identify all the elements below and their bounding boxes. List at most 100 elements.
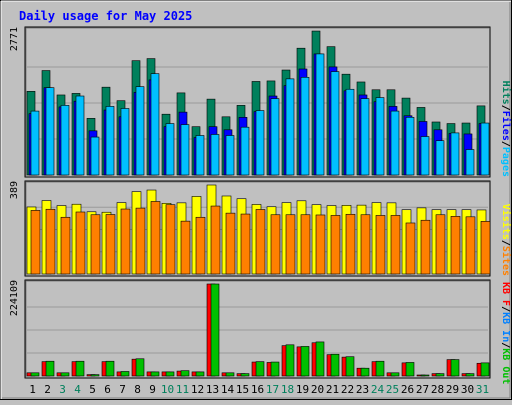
bar-sites-day-26 — [405, 222, 416, 275]
x-tick-day-25: 25 — [386, 383, 399, 396]
bar-kb-out-day-23 — [360, 367, 370, 377]
bar-sites-day-30 — [465, 216, 476, 275]
bar-kb-out-day-22 — [345, 356, 355, 377]
bar-kb-out-day-3 — [60, 372, 70, 377]
legend-visits: Visits — [500, 204, 512, 240]
x-tick-day-7: 7 — [119, 383, 126, 396]
series-pages — [30, 53, 490, 176]
bar-kb-out-day-7 — [120, 371, 130, 377]
x-tick-day-8: 8 — [134, 383, 141, 396]
bar-pages-day-27 — [420, 136, 430, 176]
bar-pages-day-21 — [330, 71, 340, 176]
bar-kb-out-day-29 — [450, 359, 460, 377]
bar-kb-out-day-31 — [480, 362, 490, 377]
bar-pages-day-7 — [120, 108, 130, 176]
bar-kb-out-day-6 — [105, 360, 115, 377]
bar-kb-out-day-10 — [165, 371, 175, 377]
bar-pages-day-29 — [450, 132, 460, 176]
x-tick-day-30: 30 — [461, 383, 474, 396]
bar-sites-day-17 — [270, 214, 281, 275]
bar-sites-day-12 — [195, 216, 206, 275]
bar-pages-day-10 — [165, 123, 175, 176]
panel-visits-sites: 389 Visits/Sites — [9, 180, 512, 277]
legend-kb-out: KB Out — [500, 348, 511, 384]
legend-kb-f: KB F — [500, 282, 511, 306]
x-tick-day-21: 21 — [326, 383, 339, 396]
bar-sites-day-24 — [375, 215, 386, 275]
legend-separator: / — [500, 141, 511, 147]
bar-sites-day-11 — [180, 220, 191, 275]
x-tick-day-14: 14 — [221, 383, 235, 396]
bar-sites-day-6 — [105, 214, 116, 275]
legend: Visits/Sites — [500, 204, 512, 276]
legend-separator: / — [500, 105, 511, 111]
bar-kb-out-day-19 — [300, 346, 310, 377]
bar-sites-day-4 — [75, 211, 86, 275]
bar-sites-day-22 — [345, 213, 356, 275]
legend: Hits/Files/Pages — [500, 81, 512, 177]
bar-sites-day-29 — [450, 216, 461, 275]
bar-sites-day-21 — [330, 215, 341, 275]
bar-pages-day-13 — [210, 134, 220, 176]
x-tick-day-17: 17 — [266, 383, 279, 396]
x-tick-day-13: 13 — [206, 383, 219, 396]
bar-pages-day-19 — [300, 77, 310, 176]
bar-pages-day-30 — [465, 149, 475, 176]
bar-pages-day-4 — [75, 95, 85, 176]
bar-pages-day-20 — [315, 53, 325, 176]
bar-sites-day-31 — [480, 221, 491, 275]
x-tick-day-23: 23 — [356, 383, 369, 396]
bar-sites-day-15 — [240, 213, 251, 275]
x-tick-day-12: 12 — [191, 383, 204, 396]
bar-pages-day-1 — [30, 110, 40, 176]
bar-pages-day-25 — [390, 110, 400, 176]
bar-sites-day-14 — [225, 212, 236, 275]
legend: KB F/KB In/KB Out — [500, 282, 511, 384]
bar-kb-out-day-30 — [465, 373, 475, 377]
bar-pages-day-12 — [195, 135, 205, 176]
bar-pages-day-11 — [180, 124, 190, 176]
bar-pages-day-3 — [60, 105, 70, 176]
x-tick-day-5: 5 — [89, 383, 96, 396]
x-tick-day-6: 6 — [104, 383, 111, 396]
series-sites — [30, 201, 491, 275]
bar-sites-day-2 — [45, 208, 56, 275]
bar-kb-out-day-27 — [420, 374, 430, 377]
legend-separator: / — [500, 342, 511, 348]
x-tick-day-26: 26 — [401, 383, 414, 396]
series-kb-out — [30, 283, 490, 377]
x-tick-day-20: 20 — [311, 383, 324, 396]
legend-text: Visits/Sites — [500, 204, 512, 276]
x-axis-tick-labels: 1 2 3 4 5 6 7 8 9 10 11 12 13 14 15 16 17 18 19 20 21 22 23 24 2… — [29, 383, 489, 396]
bar-kb-out-day-18 — [285, 344, 295, 377]
bar-pages-day-31 — [480, 122, 490, 176]
x-tick-day-27: 27 — [416, 383, 429, 396]
legend-pages: Pages — [500, 147, 511, 177]
bar-pages-day-18 — [285, 78, 295, 176]
bar-kb-out-day-16 — [255, 361, 265, 377]
bar-kb-out-day-4 — [75, 360, 85, 377]
bar-pages-day-9 — [150, 73, 160, 176]
x-tick-day-22: 22 — [341, 383, 354, 396]
bar-kb-out-day-9 — [150, 371, 160, 377]
legend-hits: Hits — [500, 81, 512, 105]
bar-pages-day-26 — [405, 117, 415, 176]
bar-pages-day-17 — [270, 98, 280, 176]
y-max-label: 224109 — [9, 280, 20, 316]
bar-sites-day-18 — [285, 214, 296, 275]
bar-sites-day-7 — [120, 208, 131, 275]
x-tick-day-16: 16 — [251, 383, 264, 396]
bar-sites-day-16 — [255, 209, 266, 275]
legend-sites: Sites — [500, 246, 512, 276]
legend-separator: / — [500, 306, 511, 312]
bar-sites-day-8 — [135, 207, 146, 275]
bar-sites-day-25 — [390, 215, 401, 275]
x-tick-day-18: 18 — [281, 383, 294, 396]
bar-kb-out-day-21 — [330, 353, 340, 377]
bar-sites-day-10 — [165, 204, 176, 275]
bar-pages-day-14 — [225, 135, 235, 176]
